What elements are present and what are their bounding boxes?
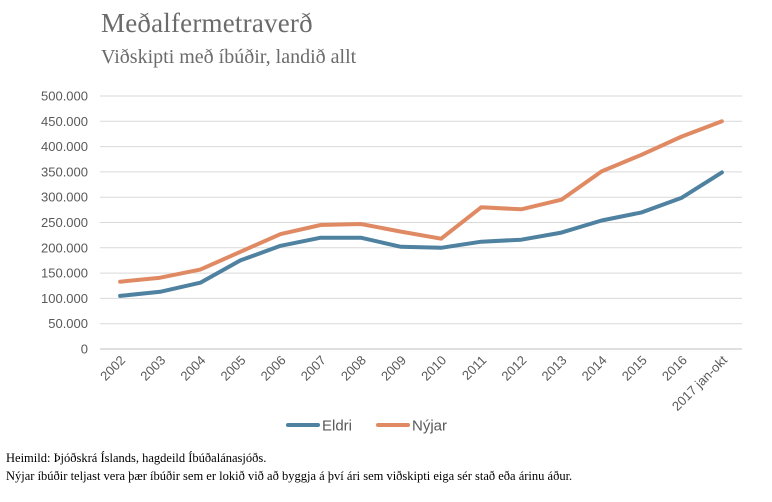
x-tick-label: 2011	[459, 353, 489, 383]
y-tick-label: 250.000	[41, 215, 88, 230]
y-tick-label: 300.000	[41, 190, 88, 205]
x-tick-label: 2002	[97, 353, 128, 384]
x-tick-label: 2006	[258, 353, 289, 384]
legend-label: Eldri	[322, 418, 352, 435]
series-lines	[118, 119, 724, 298]
y-axis-tick-labels: 0 50.000 100.000 150.000 200.000 250.000 300.0…	[41, 89, 88, 357]
y-tick-label: 350.000	[41, 164, 88, 179]
gridlines	[100, 95, 742, 325]
x-tick-label: 2010	[418, 353, 449, 384]
y-tick-label: 0	[81, 342, 88, 357]
x-tick-label: 2012	[498, 353, 529, 384]
x-tick-label: 2015	[619, 353, 650, 384]
y-tick-label: 400.000	[41, 139, 88, 154]
x-tick-label: 2003	[137, 353, 168, 384]
definition-footnote: Nýjar íbúðir teljast vera þær íbúðir sem…	[6, 469, 573, 483]
source-footnote: Heimild: Þjóðskrá Íslands, hagdeild Íbúð…	[6, 451, 267, 465]
chart-title: Meðalfermetraverð	[101, 8, 313, 38]
x-tick-label: 2014	[579, 353, 610, 384]
x-tick-label: 2009	[378, 353, 409, 384]
y-tick-label: 150.000	[41, 266, 88, 281]
x-tick-label: 2004	[177, 353, 208, 384]
series-line-eldri	[118, 170, 724, 298]
series-line-nyjar	[118, 119, 724, 284]
x-tick-label: 2007	[298, 353, 329, 384]
legend-label: Nýjar	[412, 418, 447, 435]
line-chart: 0 50.000 100.000 150.000 200.000 250.000 300.0…	[41, 89, 742, 435]
x-tick-label: 2005	[218, 353, 249, 384]
y-tick-label: 450.000	[41, 114, 88, 129]
legend: Eldri Nýjar	[286, 418, 447, 435]
x-tick-label: 2013	[539, 353, 570, 384]
y-tick-label: 100.000	[41, 291, 88, 306]
chart-subtitle: Viðskipti með íbúðir, landið allt	[101, 46, 357, 68]
x-axis-tick-labels: 2002 2003 2004 2005 2006 2007 2008 2009 2010 2011…	[97, 352, 730, 413]
y-tick-label: 500.000	[41, 89, 88, 104]
y-tick-label: 50.000	[48, 316, 88, 331]
y-tick-label: 200.000	[41, 240, 88, 255]
x-tick-label: 2016	[659, 353, 690, 384]
x-tick-label: 2008	[338, 353, 369, 384]
